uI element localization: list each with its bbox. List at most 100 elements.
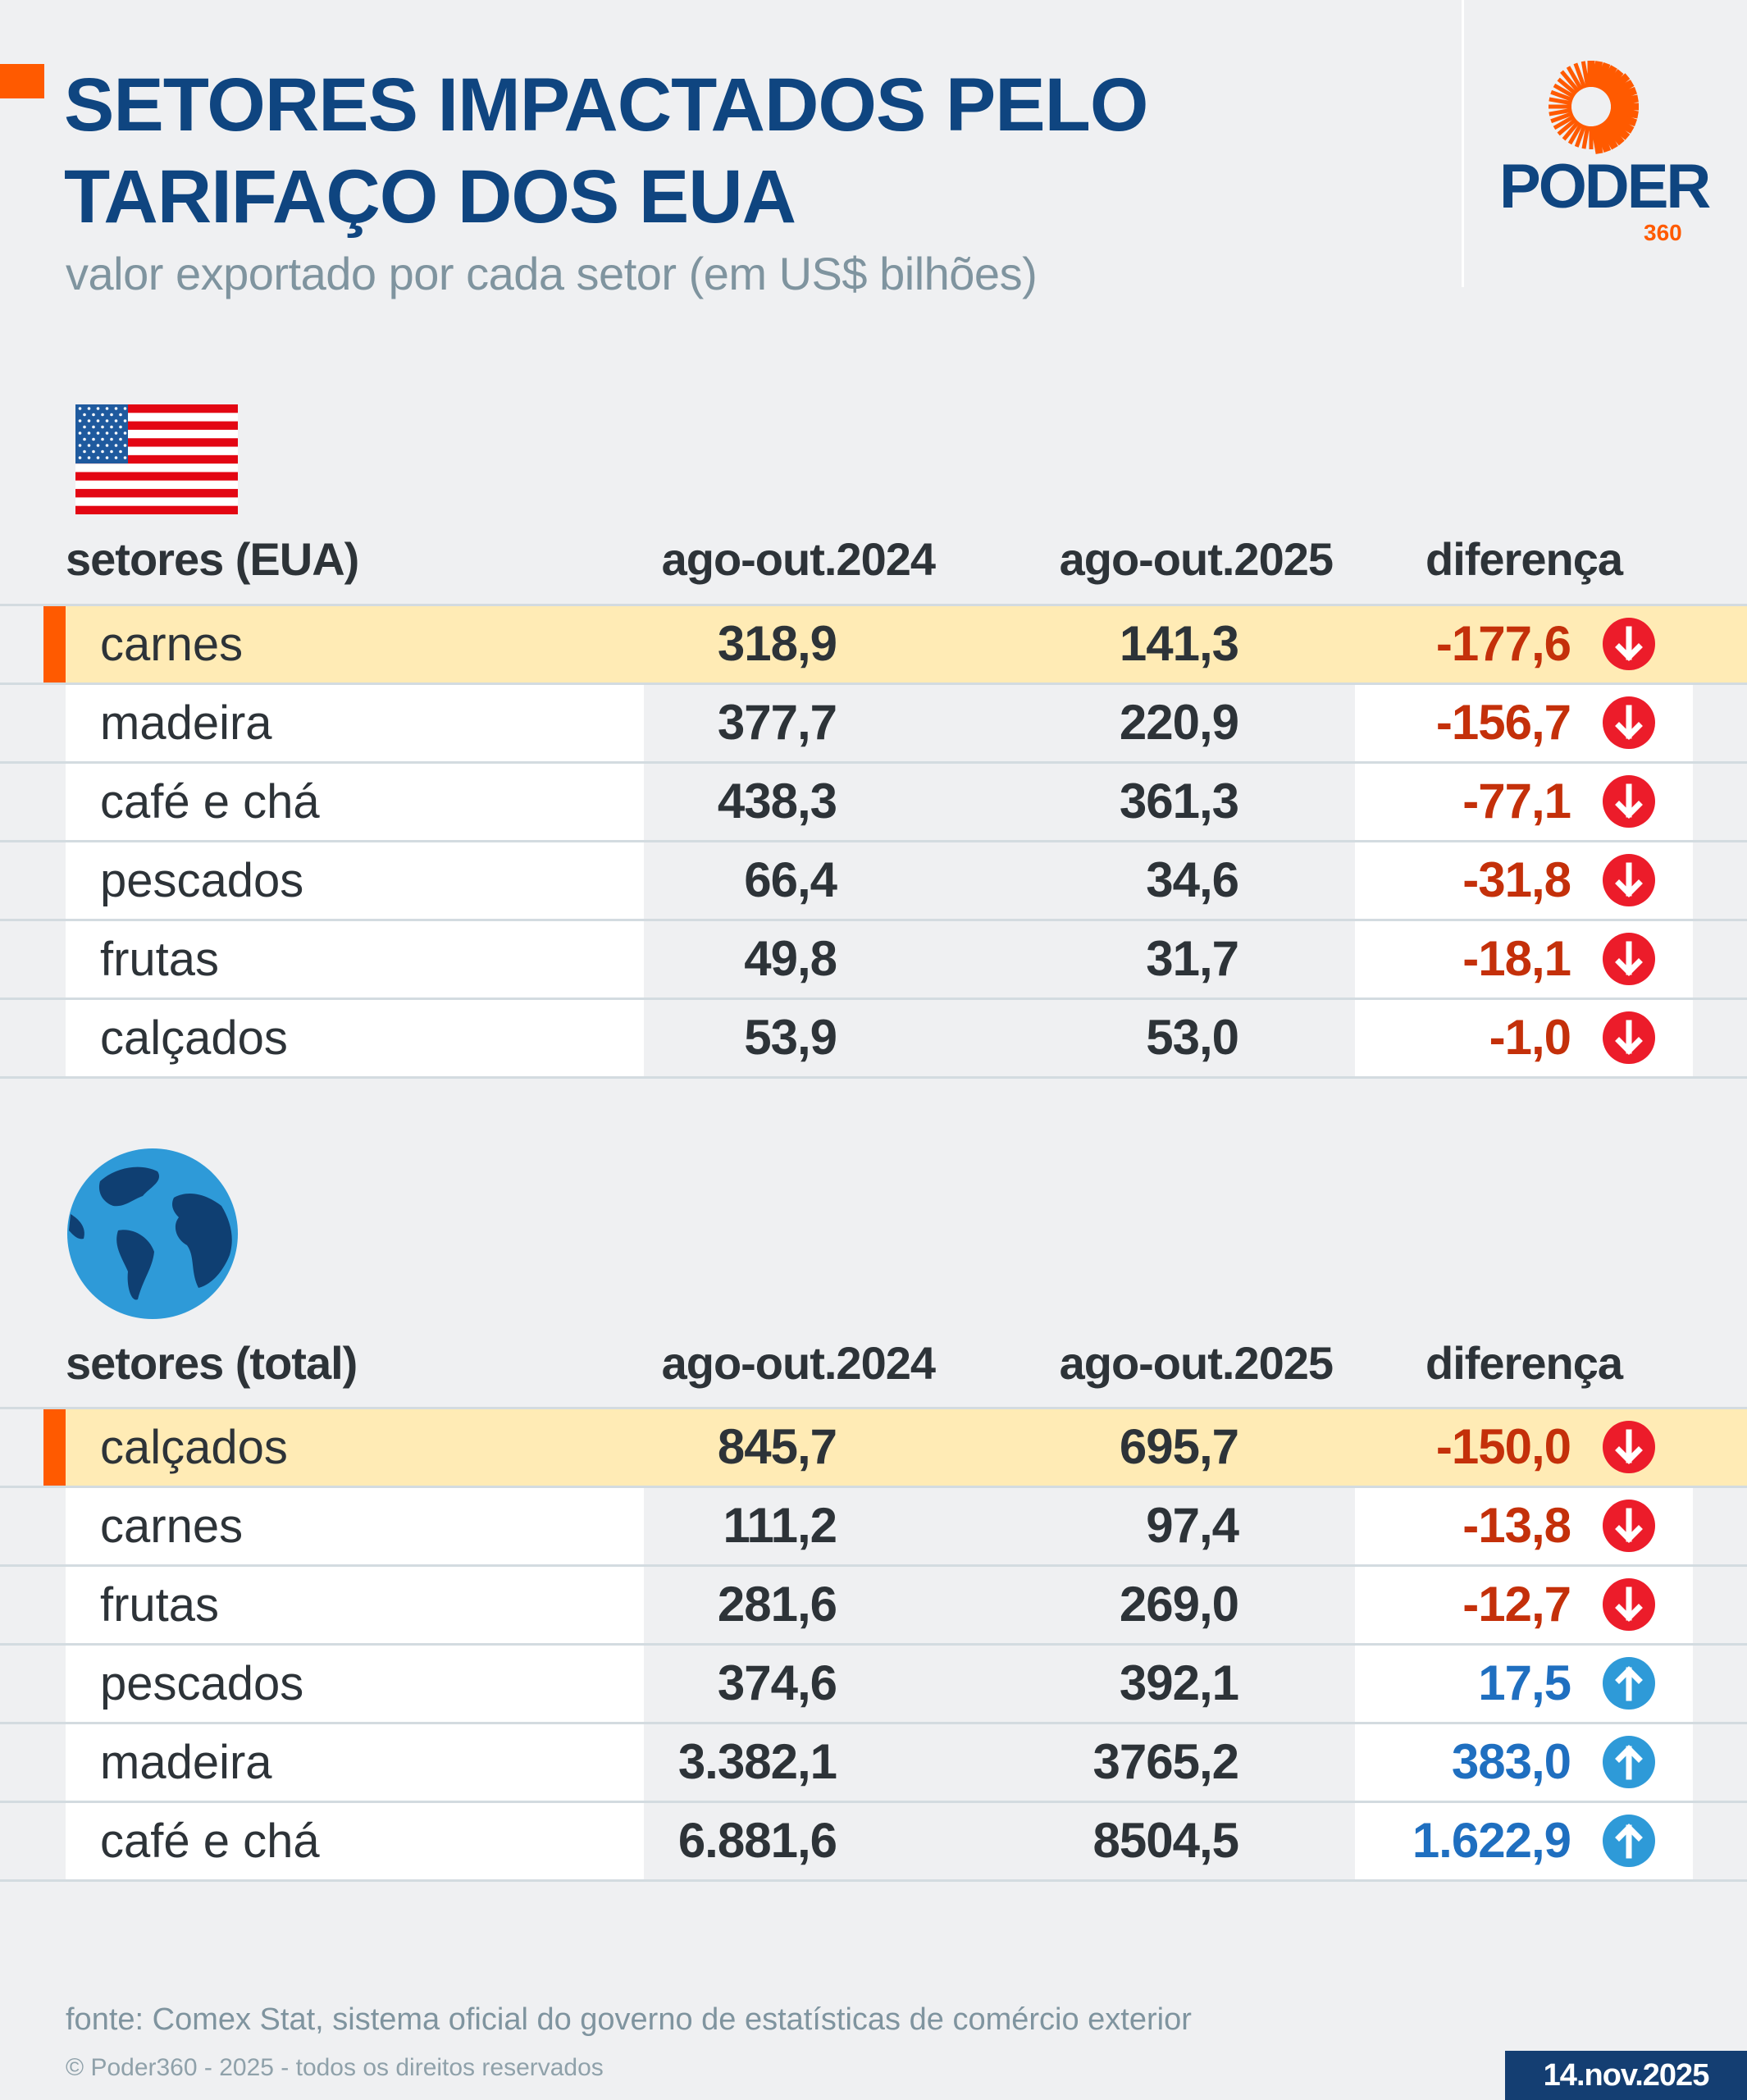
- arrow-up-icon: [1603, 1815, 1655, 1867]
- cell-bg: [66, 1000, 644, 1076]
- cell-bg: [66, 1567, 644, 1643]
- highlight-marker: [43, 606, 66, 682]
- difference-value: 1.622,9: [1412, 1813, 1571, 1868]
- value-2025: 361,3: [1119, 774, 1239, 829]
- difference-value: -12,7: [1462, 1577, 1571, 1632]
- globe-icon: [67, 1148, 238, 1319]
- highlight-marker: [43, 1409, 66, 1486]
- sector-name: madeira: [100, 696, 272, 750]
- date-badge: 14.nov.2025: [1505, 2051, 1747, 2100]
- row-divider: [0, 1486, 1747, 1488]
- difference-value: -1,0: [1489, 1010, 1571, 1065]
- difference-value: -18,1: [1462, 931, 1571, 986]
- sector-name: calçados: [100, 1011, 288, 1065]
- sector-name: carnes: [100, 618, 244, 671]
- difference-value: -150,0: [1435, 1419, 1571, 1474]
- sector-name: frutas: [100, 1578, 220, 1632]
- difference-value: -177,6: [1435, 616, 1571, 671]
- row-divider: [0, 1564, 1747, 1567]
- row-divider: [0, 1879, 1747, 1882]
- value-2025: 8504,5: [1092, 1813, 1239, 1868]
- arrow-down-icon: [1603, 1500, 1655, 1552]
- sector-name: madeira: [100, 1736, 272, 1789]
- sector-name: café e chá: [100, 1815, 320, 1868]
- accent-mark: [0, 64, 44, 98]
- value-2024: 374,6: [717, 1655, 837, 1710]
- row-divider: [0, 682, 1747, 685]
- difference-value: -77,1: [1462, 774, 1571, 829]
- value-2025: 141,3: [1119, 616, 1239, 671]
- arrow-down-icon: [1603, 933, 1655, 985]
- cell-bg: [66, 685, 644, 761]
- title-line-1: SETORES IMPACTADOS PELO: [64, 63, 1148, 147]
- row-divider: [0, 761, 1747, 764]
- value-2025: 34,6: [1146, 852, 1239, 907]
- value-2025: 53,0: [1146, 1010, 1239, 1065]
- table-row: carnes 111,2 97,4 -13,8: [0, 1488, 1747, 1564]
- value-2024: 6.881,6: [677, 1813, 837, 1868]
- table-row: frutas 49,8 31,7 -18,1: [0, 921, 1747, 998]
- row-highlight: [66, 606, 1747, 682]
- table-row: café e chá 6.881,6 8504,5 1.622,9: [0, 1803, 1747, 1879]
- value-2025: 392,1: [1119, 1655, 1239, 1710]
- cell-bg: [66, 764, 644, 840]
- column-header: diferença: [1425, 1337, 1623, 1389]
- column-header: diferença: [1425, 533, 1623, 585]
- sector-name: frutas: [100, 933, 220, 986]
- table-row: carnes 318,9 141,3 -177,6: [0, 606, 1747, 682]
- logo-number: 360: [1644, 220, 1682, 245]
- table-row: pescados 66,4 34,6 -31,8: [0, 842, 1747, 919]
- arrow-down-icon: [1603, 854, 1655, 906]
- value-2024: 438,3: [717, 774, 837, 829]
- value-2025: 695,7: [1119, 1419, 1239, 1474]
- value-2025: 269,0: [1119, 1577, 1239, 1632]
- table-row: café e chá 438,3 361,3 -77,1: [0, 764, 1747, 840]
- row-divider: [0, 1722, 1747, 1724]
- arrow-down-icon: [1603, 696, 1655, 749]
- table-row: calçados 53,9 53,0 -1,0: [0, 1000, 1747, 1076]
- difference-value: 383,0: [1451, 1734, 1571, 1789]
- sector-name: café e chá: [100, 775, 320, 829]
- row-divider: [0, 1407, 1747, 1409]
- value-2024: 377,7: [717, 695, 837, 750]
- logo-text: PODER: [1499, 152, 1711, 221]
- value-2024: 49,8: [744, 931, 837, 986]
- column-header: setores (EUA): [66, 533, 359, 585]
- table-row: calçados 845,7 695,7 -150,0: [0, 1409, 1747, 1486]
- arrow-down-icon: [1603, 618, 1655, 670]
- poder360-sun-icon: [1549, 61, 1639, 154]
- cell-bg: [66, 1724, 644, 1801]
- page-title: SETORES IMPACTADOS PELO TARIFAÇO DOS EUA: [64, 59, 1148, 243]
- column-header: setores (total): [66, 1337, 358, 1389]
- arrow-down-icon: [1603, 1011, 1655, 1064]
- value-2024: 318,9: [717, 616, 837, 671]
- column-header: ago-out.2024: [661, 533, 936, 585]
- table-row: madeira 377,7 220,9 -156,7: [0, 685, 1747, 761]
- arrow-up-icon: [1603, 1657, 1655, 1710]
- value-2025: 220,9: [1119, 695, 1239, 750]
- copyright: © Poder360 - 2025 - todos os direitos re…: [66, 2054, 604, 2081]
- row-divider: [0, 1643, 1747, 1646]
- value-2024: 3.382,1: [677, 1734, 837, 1789]
- sector-name: calçados: [100, 1421, 288, 1474]
- value-2024: 845,7: [717, 1419, 837, 1474]
- value-2024: 53,9: [744, 1010, 837, 1065]
- value-2024: 281,6: [717, 1577, 837, 1632]
- cell-bg: [66, 921, 644, 998]
- column-header: ago-out.2024: [661, 1337, 936, 1389]
- arrow-down-icon: [1603, 775, 1655, 828]
- row-divider: [0, 604, 1747, 606]
- column-header: ago-out.2025: [1059, 533, 1334, 585]
- row-divider: [0, 1801, 1747, 1803]
- row-highlight: [66, 1409, 1747, 1486]
- cell-bg: [66, 1803, 644, 1879]
- value-2024: 66,4: [744, 852, 837, 907]
- cell-bg: [66, 842, 644, 919]
- table-row: frutas 281,6 269,0 -12,7: [0, 1567, 1747, 1643]
- row-divider: [0, 919, 1747, 921]
- arrow-up-icon: [1603, 1736, 1655, 1788]
- difference-value: 17,5: [1478, 1655, 1571, 1710]
- subtitle: valor exportado por cada setor (em US$ b…: [66, 248, 1038, 299]
- value-2024: 111,2: [723, 1498, 837, 1553]
- source-note: fonte: Comex Stat, sistema oficial do go…: [66, 2002, 1192, 2037]
